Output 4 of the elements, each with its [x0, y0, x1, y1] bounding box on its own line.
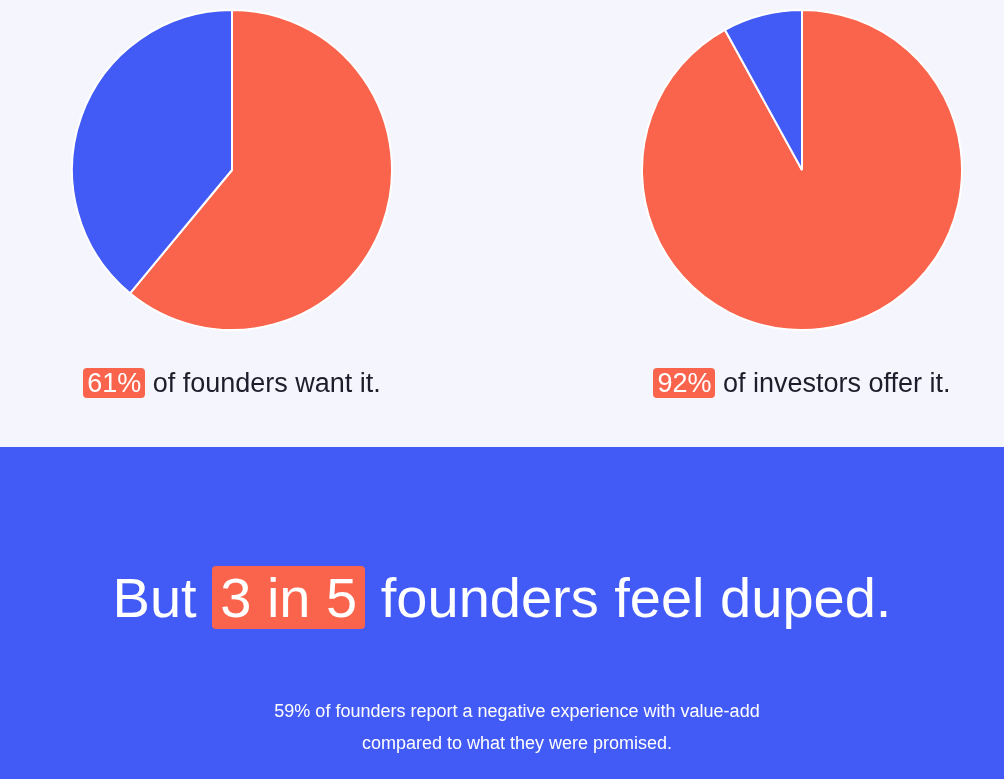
text: 92% of investors offer it.	[656, 368, 951, 398]
text: 61% of founders want it.	[86, 368, 381, 398]
text: 59% of founders report a negative experience with value-add compared to what they were promised.	[273, 700, 761, 755]
text: But 3 in 5 founders feel duped.	[112, 566, 892, 629]
